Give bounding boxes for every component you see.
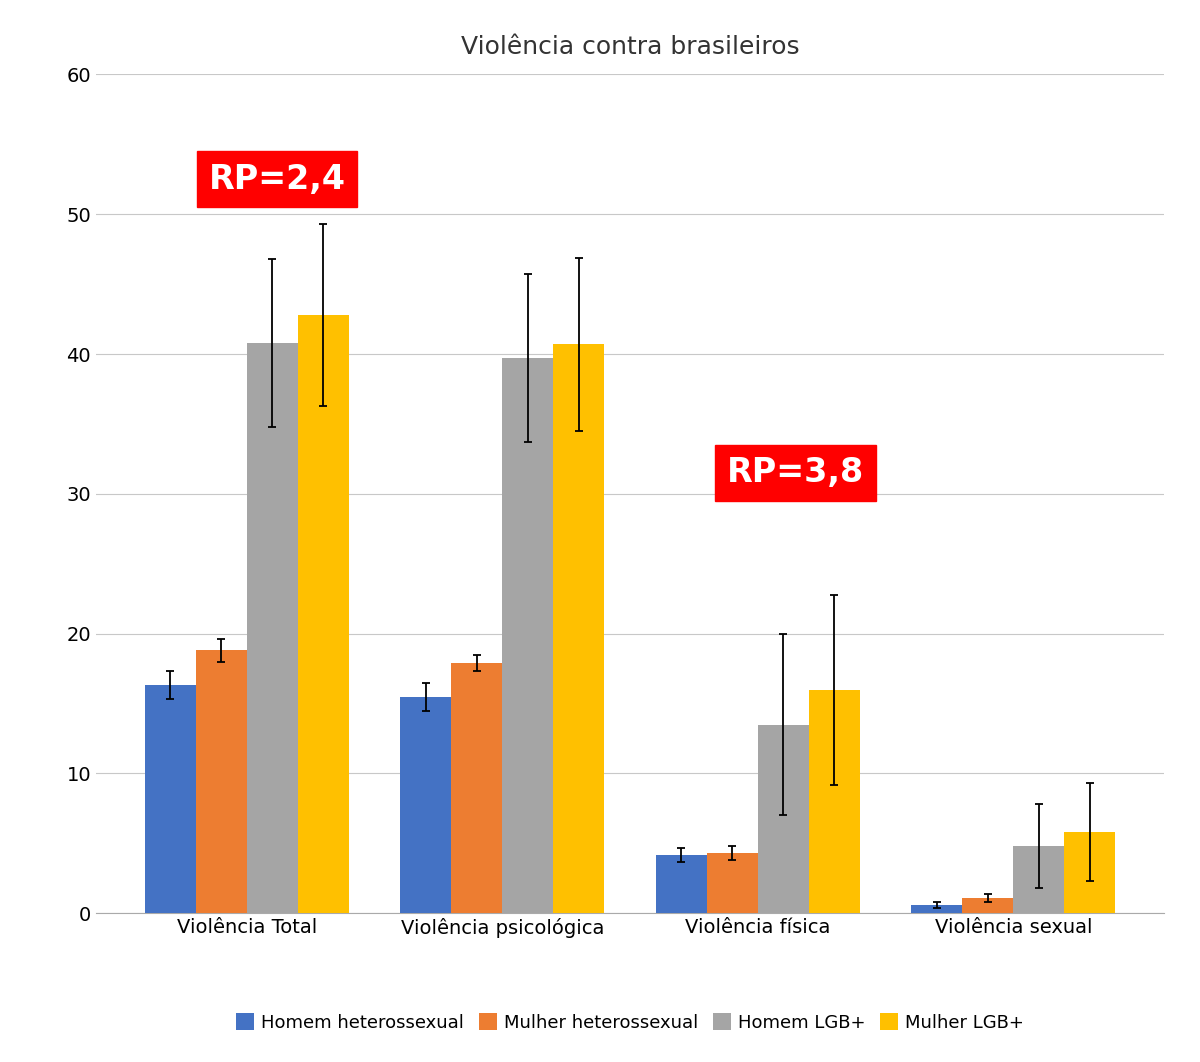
- Title: Violência contra brasileiros: Violência contra brasileiros: [461, 34, 799, 58]
- Bar: [1013, 846, 1064, 913]
- Text: RP=3,8: RP=3,8: [727, 457, 864, 490]
- Bar: [1064, 833, 1116, 913]
- Bar: [144, 685, 196, 913]
- Bar: [503, 358, 553, 913]
- Bar: [707, 853, 757, 913]
- Bar: [400, 697, 451, 913]
- Bar: [911, 905, 962, 913]
- Bar: [451, 663, 503, 913]
- Bar: [298, 314, 349, 913]
- Bar: [196, 650, 247, 913]
- Text: RP=2,4: RP=2,4: [209, 162, 346, 195]
- Bar: [809, 689, 860, 913]
- Bar: [247, 343, 298, 913]
- Bar: [553, 344, 605, 913]
- Legend: Homem heterossexual, Mulher heterossexual, Homem LGB+, Mulher LGB+: Homem heterossexual, Mulher heterossexua…: [229, 1007, 1031, 1039]
- Bar: [757, 724, 809, 913]
- Bar: [655, 855, 707, 913]
- Bar: [962, 898, 1013, 913]
